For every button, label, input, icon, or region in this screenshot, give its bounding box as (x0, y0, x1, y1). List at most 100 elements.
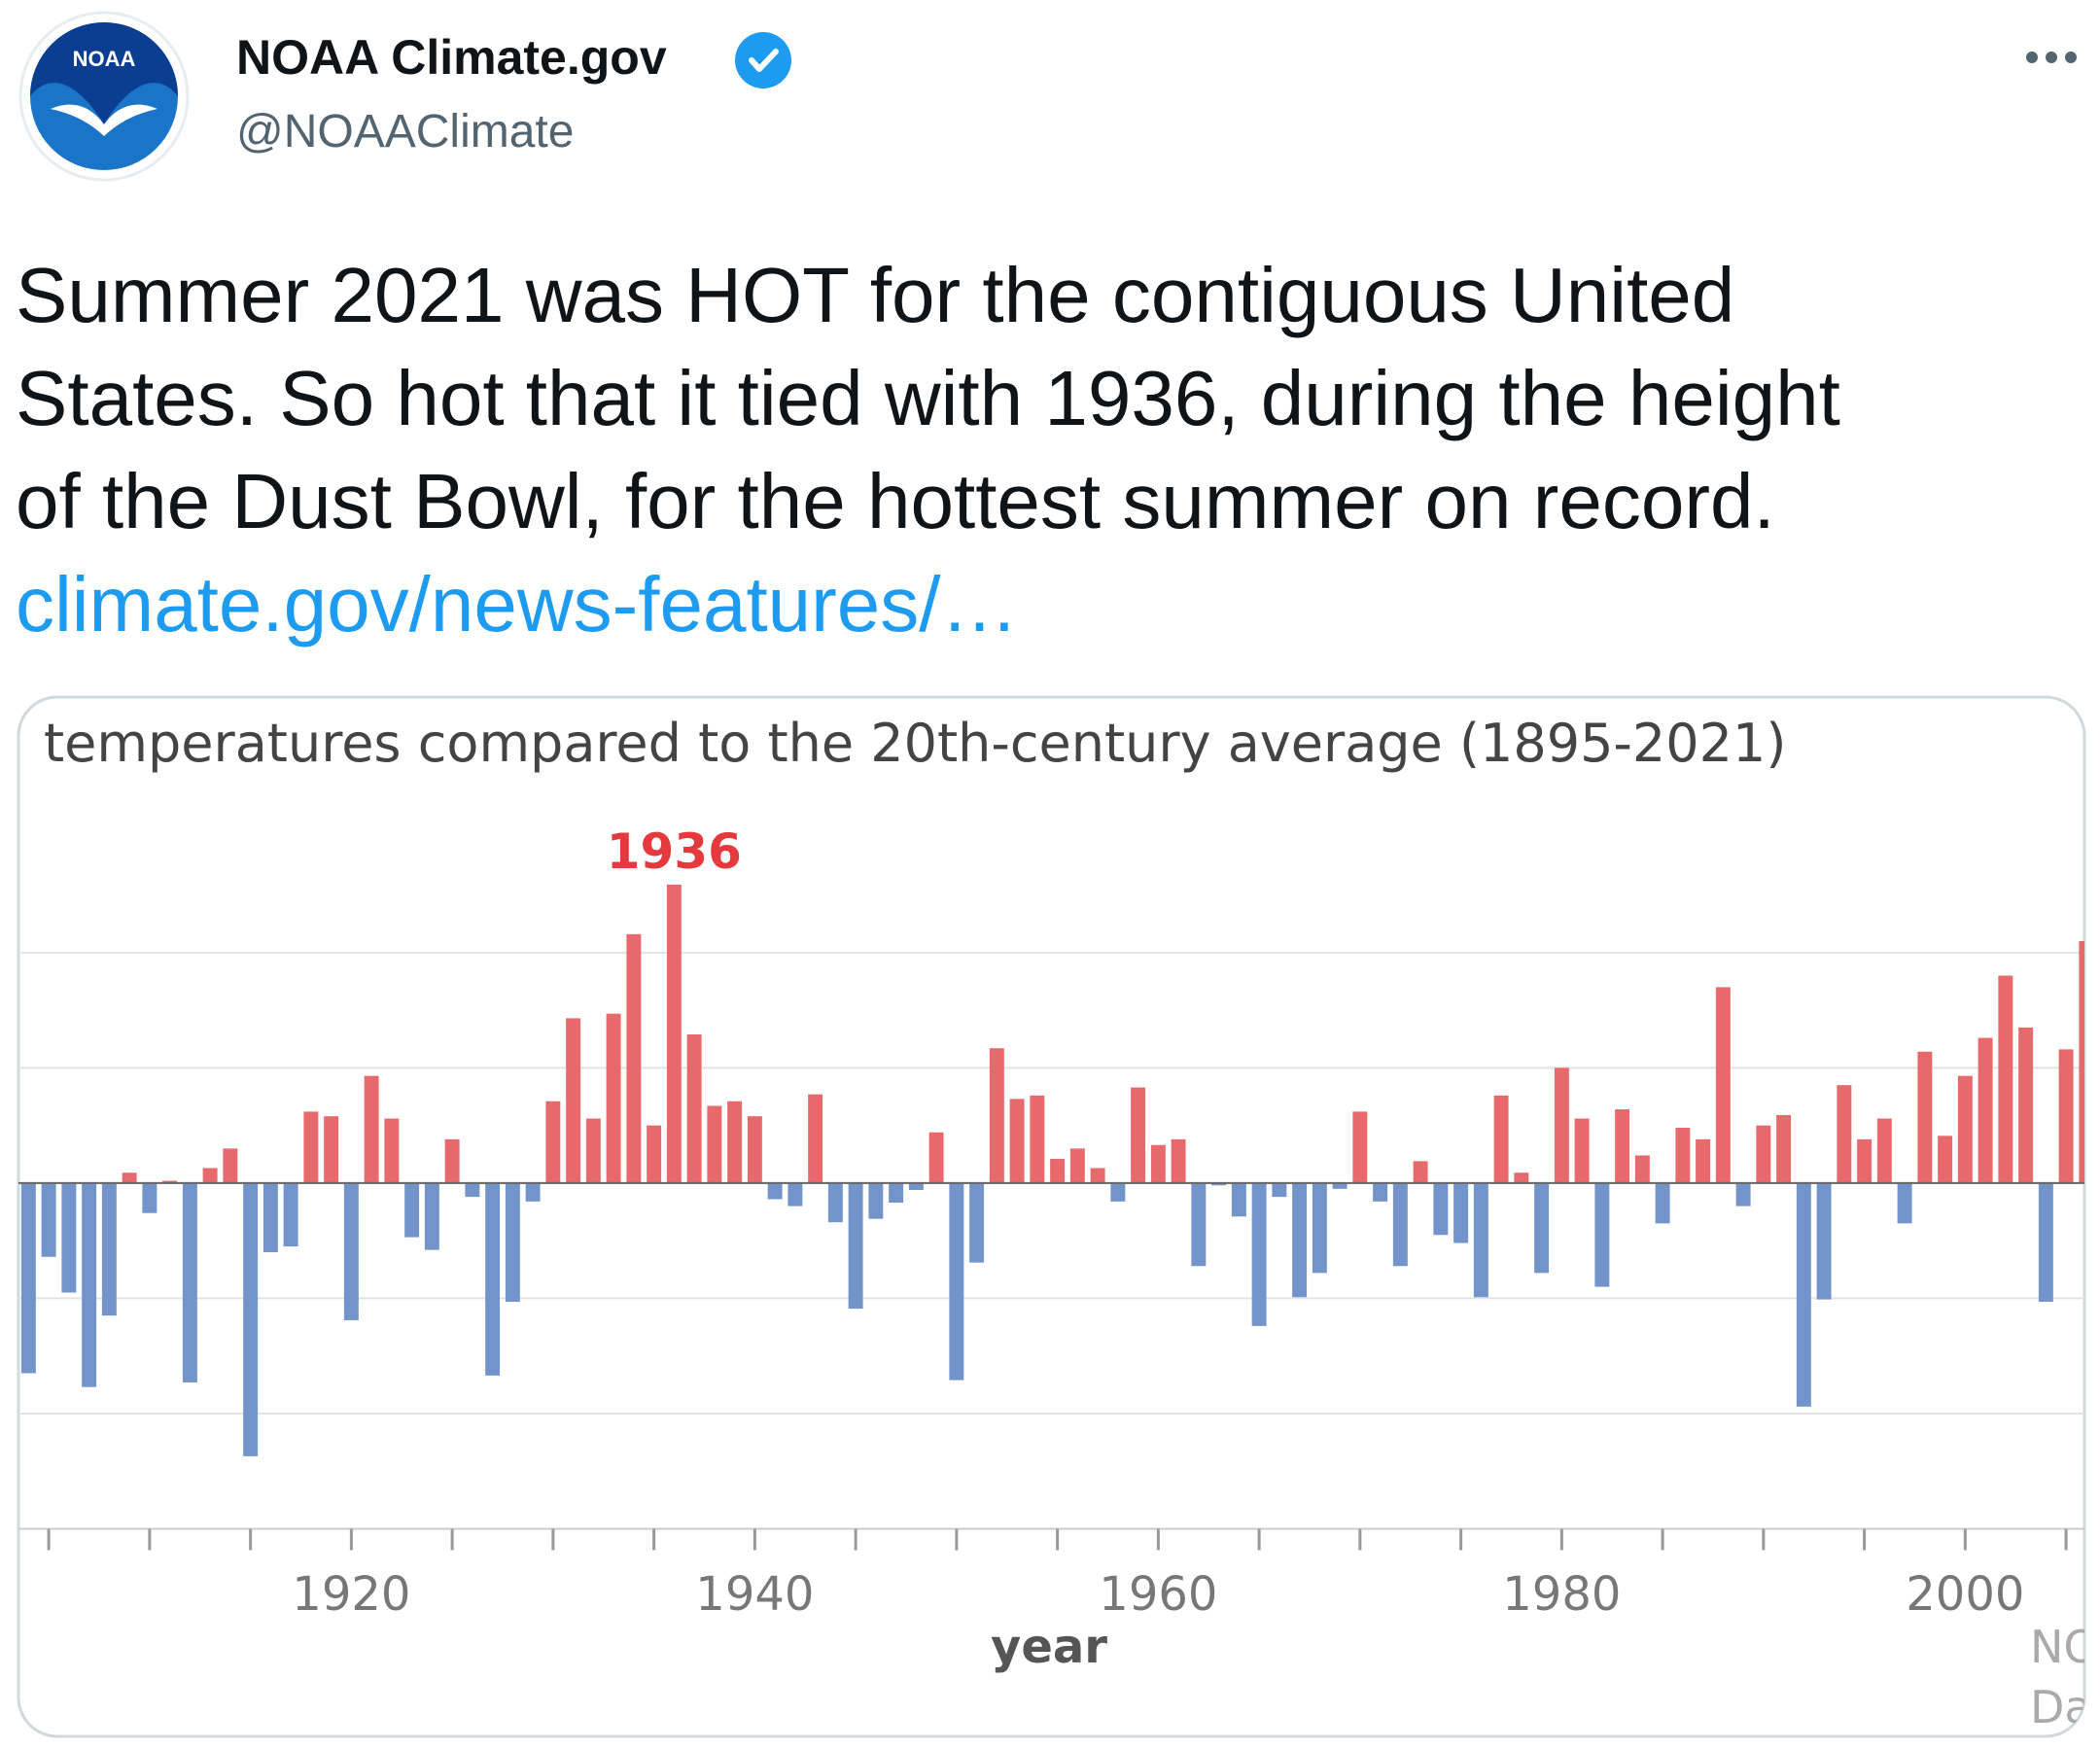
bar (20, 1182, 36, 1374)
tweet-text-line: of the Dust Bowl, for the hottest summer… (16, 458, 1775, 544)
bar (1876, 1118, 1892, 1183)
media-card[interactable] (17, 695, 2086, 1738)
avatar-bird (51, 104, 158, 136)
display-name[interactable]: NOAA Climate.gov (236, 30, 667, 85)
credit: NO (2030, 1621, 2099, 1673)
bar (1069, 1148, 1085, 1183)
bar (1998, 975, 2013, 1183)
bar (41, 1182, 56, 1257)
bar (142, 1182, 158, 1213)
bar (1453, 1182, 1469, 1243)
tweet-text-line: States. So hot that it tied with 1936, d… (16, 355, 1840, 441)
x-axis-label: year (991, 1620, 1107, 1674)
credit: Da (2030, 1681, 2092, 1733)
x-tick-label: 1960 (1099, 1567, 1217, 1622)
bar (61, 1182, 77, 1293)
bar (1715, 987, 1731, 1183)
bar (223, 1148, 238, 1183)
bar (101, 1182, 117, 1316)
bar (404, 1182, 420, 1238)
bar (1696, 1138, 1711, 1183)
x-tick-label: 1920 (292, 1567, 410, 1622)
bar (283, 1182, 298, 1247)
bar (1816, 1182, 1832, 1300)
tweet-link[interactable]: climate.gov/news-features/… (16, 561, 1019, 647)
bar (2038, 1182, 2053, 1302)
bar (364, 1075, 379, 1183)
bar (1594, 1182, 1610, 1287)
bar (606, 1013, 621, 1183)
bar (1292, 1182, 1308, 1298)
bar (384, 1118, 400, 1183)
dot (2026, 52, 2038, 63)
bar (1332, 1182, 1348, 1189)
bar (1272, 1182, 1287, 1198)
bar (243, 1182, 259, 1456)
bar (707, 1105, 722, 1183)
badge-check (749, 49, 779, 72)
bar (1373, 1182, 1388, 1202)
x-tick-label: 1940 (695, 1567, 814, 1622)
bar (1211, 1182, 1227, 1186)
handle[interactable]: @NOAAClimate (236, 106, 574, 157)
bar (808, 1094, 823, 1183)
verified-badge (735, 32, 791, 88)
bar (1050, 1159, 1066, 1183)
bar (1554, 1067, 1569, 1183)
bar (1857, 1138, 1872, 1183)
bar (1634, 1155, 1650, 1183)
bar (1131, 1087, 1146, 1183)
bar (2079, 940, 2084, 1183)
bar (2018, 1027, 2034, 1183)
bar (1090, 1168, 1105, 1183)
bar (444, 1138, 460, 1183)
bar (585, 1118, 601, 1183)
more-button[interactable] (2026, 52, 2077, 63)
chart: temperatures compared to the 20th-centur… (18, 713, 2099, 1733)
bar (747, 1116, 762, 1183)
bar (1756, 1125, 1771, 1183)
bar (1534, 1182, 1550, 1274)
bar (727, 1101, 743, 1183)
bar (122, 1172, 137, 1183)
bar (848, 1182, 863, 1310)
bar (1473, 1182, 1488, 1298)
bar (868, 1182, 884, 1219)
bar (1251, 1182, 1267, 1326)
bar (82, 1182, 97, 1387)
bar (1413, 1161, 1428, 1183)
avatar[interactable]: NOAA (18, 11, 190, 182)
bar (1615, 1109, 1630, 1183)
bar (1514, 1172, 1529, 1183)
bar (465, 1182, 480, 1198)
bar (182, 1182, 197, 1382)
bar (202, 1168, 218, 1183)
bar (1231, 1182, 1246, 1217)
bar (908, 1182, 924, 1191)
bar (1150, 1144, 1166, 1183)
bar (1352, 1111, 1368, 1183)
bar (989, 1048, 1004, 1183)
bar (262, 1182, 278, 1253)
bar (1938, 1136, 1953, 1183)
bar (767, 1182, 783, 1200)
bar (324, 1116, 339, 1183)
bar (1312, 1182, 1327, 1274)
bar (505, 1182, 520, 1302)
bar (525, 1182, 541, 1202)
bar (1776, 1114, 1792, 1183)
x-tick-label: 2000 (1906, 1567, 2024, 1622)
badge-circle (735, 32, 791, 88)
bar (647, 1125, 662, 1183)
bar (626, 933, 642, 1183)
bar (666, 884, 682, 1183)
bar (1009, 1099, 1025, 1183)
bar (2058, 1049, 2074, 1183)
x-tick-label: 1980 (1502, 1567, 1621, 1622)
bar (566, 1018, 581, 1183)
bar (162, 1180, 178, 1183)
bar (1433, 1182, 1449, 1236)
annotation: 1936 (607, 823, 742, 880)
tweet-text-line: Summer 2021 was HOT for the contiguous U… (16, 252, 1734, 338)
